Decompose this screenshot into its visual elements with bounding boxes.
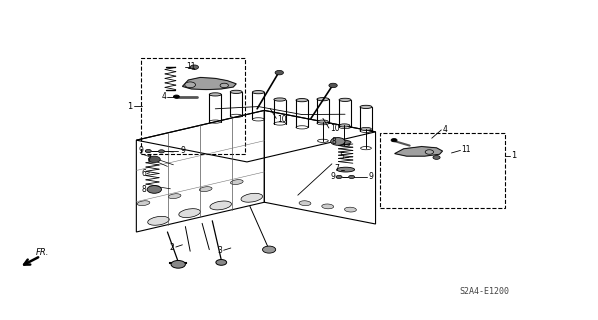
Circle shape — [148, 156, 160, 163]
Ellipse shape — [209, 93, 221, 96]
Circle shape — [329, 83, 337, 88]
Circle shape — [349, 175, 355, 179]
Ellipse shape — [337, 167, 355, 172]
Text: 1: 1 — [127, 102, 133, 111]
Text: 5: 5 — [339, 152, 344, 161]
Ellipse shape — [317, 98, 329, 101]
Polygon shape — [395, 147, 443, 156]
Ellipse shape — [230, 180, 243, 185]
Ellipse shape — [344, 207, 356, 212]
Text: 7: 7 — [147, 155, 151, 164]
Text: 9: 9 — [368, 172, 373, 181]
Text: S2A4-E1200: S2A4-E1200 — [459, 287, 509, 296]
Ellipse shape — [241, 193, 263, 202]
Circle shape — [145, 149, 151, 153]
Ellipse shape — [137, 201, 150, 206]
Bar — [380, 133, 505, 208]
Ellipse shape — [168, 194, 181, 199]
Circle shape — [190, 65, 199, 69]
Text: 10: 10 — [277, 115, 286, 124]
Text: 10: 10 — [330, 124, 340, 133]
Text: 9: 9 — [181, 146, 185, 155]
Text: 4: 4 — [443, 125, 447, 134]
Text: 3: 3 — [218, 246, 222, 255]
Ellipse shape — [339, 124, 350, 127]
Text: 8: 8 — [142, 185, 147, 194]
Ellipse shape — [210, 201, 231, 210]
Ellipse shape — [199, 187, 212, 192]
Circle shape — [216, 260, 227, 265]
Ellipse shape — [334, 140, 351, 145]
Circle shape — [336, 175, 342, 179]
Text: 11: 11 — [187, 62, 196, 71]
Text: 9: 9 — [139, 146, 144, 155]
Circle shape — [185, 82, 196, 88]
Circle shape — [171, 260, 185, 268]
Circle shape — [158, 150, 164, 153]
Circle shape — [433, 156, 440, 159]
Circle shape — [331, 138, 345, 145]
Text: 11: 11 — [462, 145, 471, 154]
Ellipse shape — [179, 209, 200, 218]
Text: FR.: FR. — [36, 248, 49, 257]
Circle shape — [220, 83, 228, 88]
Ellipse shape — [322, 204, 334, 209]
Circle shape — [275, 70, 283, 75]
Ellipse shape — [230, 90, 242, 93]
Circle shape — [391, 139, 397, 142]
Ellipse shape — [339, 98, 351, 101]
Circle shape — [147, 186, 161, 193]
Text: 9: 9 — [330, 172, 335, 181]
Ellipse shape — [296, 99, 308, 102]
Text: 8: 8 — [331, 137, 336, 146]
Polygon shape — [152, 158, 158, 161]
Ellipse shape — [361, 127, 371, 131]
Circle shape — [425, 150, 434, 154]
Circle shape — [263, 246, 276, 253]
Ellipse shape — [299, 201, 311, 206]
Text: 4: 4 — [161, 92, 166, 101]
Ellipse shape — [274, 98, 286, 101]
Bar — [141, 58, 245, 154]
Text: 1: 1 — [511, 151, 517, 160]
Circle shape — [173, 95, 179, 98]
Text: 7: 7 — [335, 164, 340, 173]
Ellipse shape — [148, 216, 169, 225]
Text: 6: 6 — [141, 169, 146, 178]
Ellipse shape — [360, 105, 372, 108]
Polygon shape — [182, 77, 236, 90]
Text: 2: 2 — [170, 243, 175, 252]
Ellipse shape — [318, 120, 328, 123]
Ellipse shape — [252, 91, 264, 94]
